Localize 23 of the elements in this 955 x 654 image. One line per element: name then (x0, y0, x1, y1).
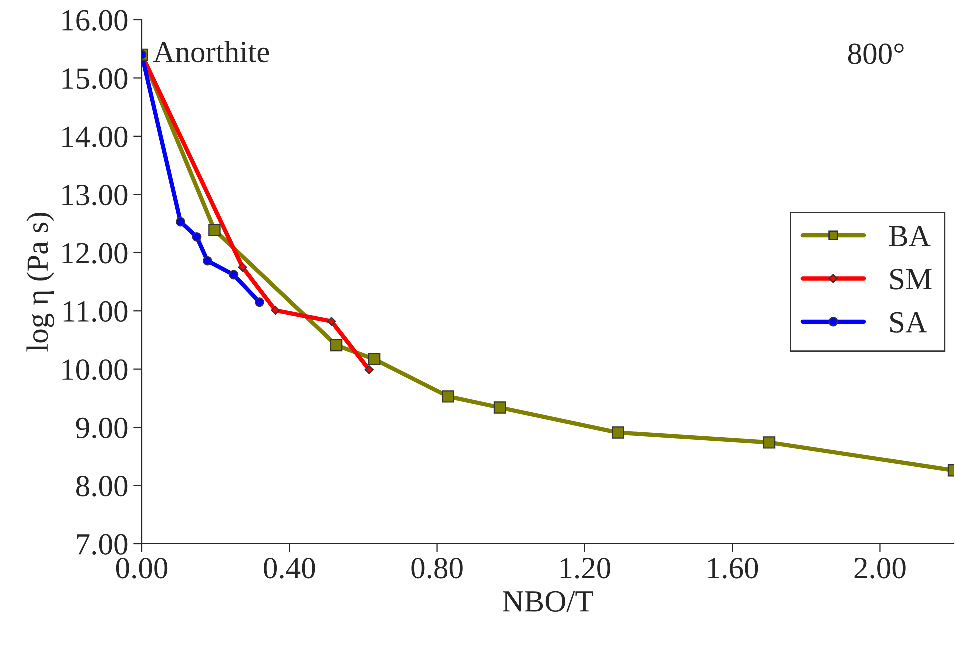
x-tick-label: 1.20 (560, 558, 611, 579)
legend-label: SM (890, 269, 932, 290)
y-tick-label: 10.00 (62, 360, 128, 380)
y-tick-label: 9.00 (76, 418, 128, 439)
x-tick-label: 0.40 (264, 558, 316, 579)
y-tick-label: 7.00 (77, 534, 128, 556)
y-tick-label: 13.00 (62, 184, 128, 206)
legend-label: SA (890, 312, 928, 333)
annotation: 800° (848, 44, 904, 64)
legend-label: BA (889, 226, 931, 246)
y-axis-title: log η (Pa s) (26, 212, 54, 352)
x-tick-label: 0.80 (412, 558, 463, 579)
y-tick-label: 15.00 (62, 68, 128, 90)
y-tick-label: 12.00 (62, 243, 128, 264)
y-tick-label: 16.00 (62, 10, 128, 32)
x-tick-label: 0.00 (116, 558, 168, 579)
x-tick-label: 2.00 (854, 558, 906, 579)
y-tick-label: 14.00 (62, 126, 128, 148)
y-tick-label: 8.00 (76, 476, 128, 497)
x-axis-title: NBO/T (503, 591, 594, 612)
annotation: Anorthite (153, 41, 270, 63)
y-tick-label: 11.00 (64, 301, 128, 322)
x-tick-label: 1.60 (708, 558, 758, 579)
